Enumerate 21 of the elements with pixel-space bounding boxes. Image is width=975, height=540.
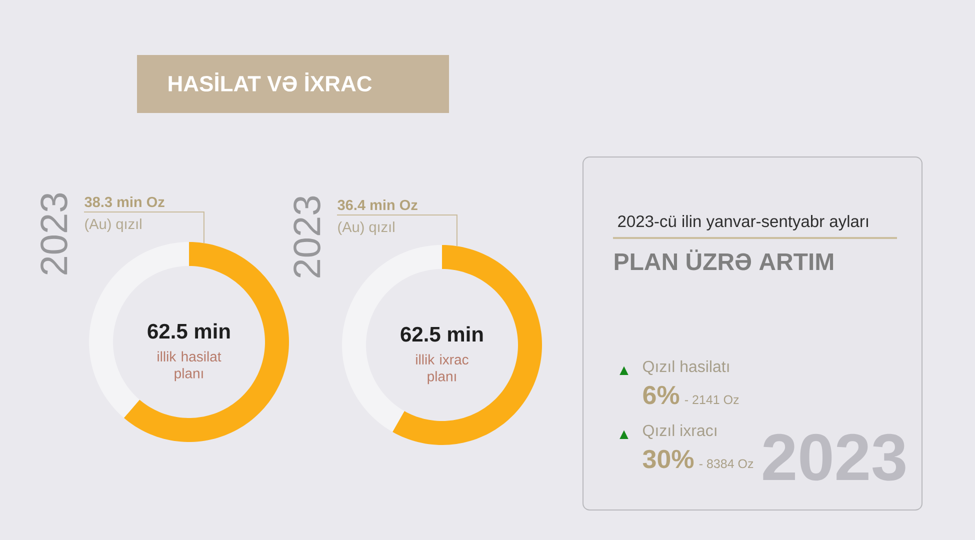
text: ▲ bbox=[620, 430, 628, 440]
data-label: 38.3 min Oz bbox=[84, 196, 164, 208]
text: ▲ bbox=[620, 366, 628, 375]
data-label: 36.4 min Oz bbox=[338, 199, 418, 210]
text: 62.5 min bbox=[400, 326, 483, 342]
slice-label: (Au) qızıl bbox=[338, 221, 394, 236]
text: Qızıl ixracı bbox=[643, 424, 716, 440]
text: HASİLAT VƏ İXRAC bbox=[168, 72, 372, 92]
chart-title: 2023 bbox=[294, 196, 320, 278]
text: PLAN ÜZRƏ ARTIM bbox=[614, 250, 834, 270]
text: illik hasilat planı bbox=[158, 351, 222, 382]
chart-title: 2023 bbox=[40, 193, 68, 274]
slice-label: (Au) qızıl bbox=[85, 218, 142, 232]
text: 30% bbox=[642, 450, 694, 468]
text: - 8384 Oz bbox=[699, 459, 754, 468]
text: 2023-cü ilin yanvar-sentyabr ayları bbox=[618, 215, 868, 230]
text: 6% bbox=[643, 386, 680, 404]
text: 62.5 min bbox=[148, 323, 230, 339]
text: illik ixrac planı bbox=[416, 354, 468, 384]
text: - 2141 Oz bbox=[684, 395, 739, 404]
text: Qızıl hasilatı bbox=[643, 360, 729, 376]
